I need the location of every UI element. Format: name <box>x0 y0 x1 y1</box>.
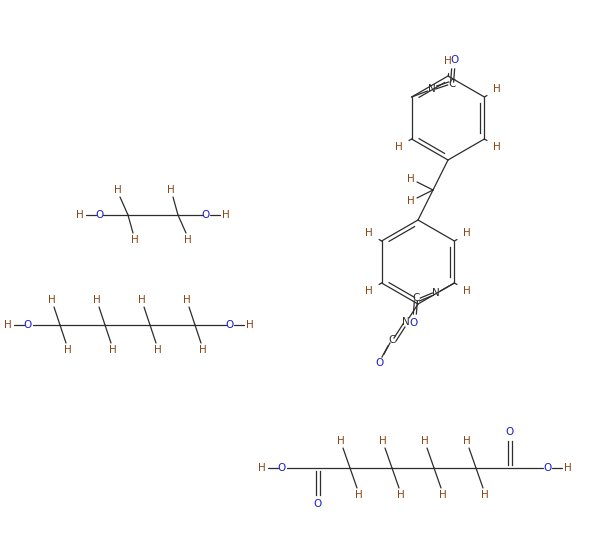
Text: O: O <box>506 427 514 437</box>
Text: O: O <box>544 463 552 473</box>
Text: O: O <box>376 358 384 368</box>
Text: H: H <box>222 210 230 220</box>
Text: O: O <box>314 499 322 509</box>
Text: H: H <box>246 320 254 330</box>
Text: H: H <box>4 320 12 330</box>
Text: H: H <box>464 285 471 295</box>
Text: H: H <box>493 85 501 95</box>
Text: O: O <box>226 320 234 330</box>
Text: H: H <box>93 295 101 305</box>
Text: H: H <box>444 56 452 66</box>
Text: H: H <box>355 490 363 500</box>
Text: H: H <box>184 235 192 245</box>
Text: O: O <box>24 320 32 330</box>
Text: O: O <box>278 463 286 473</box>
Text: H: H <box>481 490 489 500</box>
Text: H: H <box>395 141 402 151</box>
Text: H: H <box>76 210 84 220</box>
Text: H: H <box>131 235 139 245</box>
Text: H: H <box>397 490 405 500</box>
Text: H: H <box>463 436 471 446</box>
Text: H: H <box>439 490 447 500</box>
Text: H: H <box>407 196 415 206</box>
Text: H: H <box>407 174 415 184</box>
Text: H: H <box>365 285 372 295</box>
Text: N: N <box>402 317 410 327</box>
Text: H: H <box>183 295 191 305</box>
Text: H: H <box>138 295 146 305</box>
Text: H: H <box>114 185 122 195</box>
Text: H: H <box>493 141 501 151</box>
Text: O: O <box>451 55 459 65</box>
Text: O: O <box>409 318 418 328</box>
Text: H: H <box>64 345 72 355</box>
Text: C: C <box>412 293 420 303</box>
Text: H: H <box>199 345 207 355</box>
Text: N: N <box>428 84 436 94</box>
Text: H: H <box>365 229 372 239</box>
Text: H: H <box>109 345 117 355</box>
Text: H: H <box>258 463 266 473</box>
Text: O: O <box>202 210 210 220</box>
Text: H: H <box>379 436 387 446</box>
Text: H: H <box>48 295 56 305</box>
Text: H: H <box>464 229 471 239</box>
Text: H: H <box>337 436 345 446</box>
Text: C: C <box>448 79 455 89</box>
Text: O: O <box>96 210 104 220</box>
Text: N: N <box>433 288 440 298</box>
Text: H: H <box>421 436 429 446</box>
Text: C: C <box>389 335 396 345</box>
Text: H: H <box>154 345 162 355</box>
Text: H: H <box>564 463 572 473</box>
Text: H: H <box>167 185 175 195</box>
